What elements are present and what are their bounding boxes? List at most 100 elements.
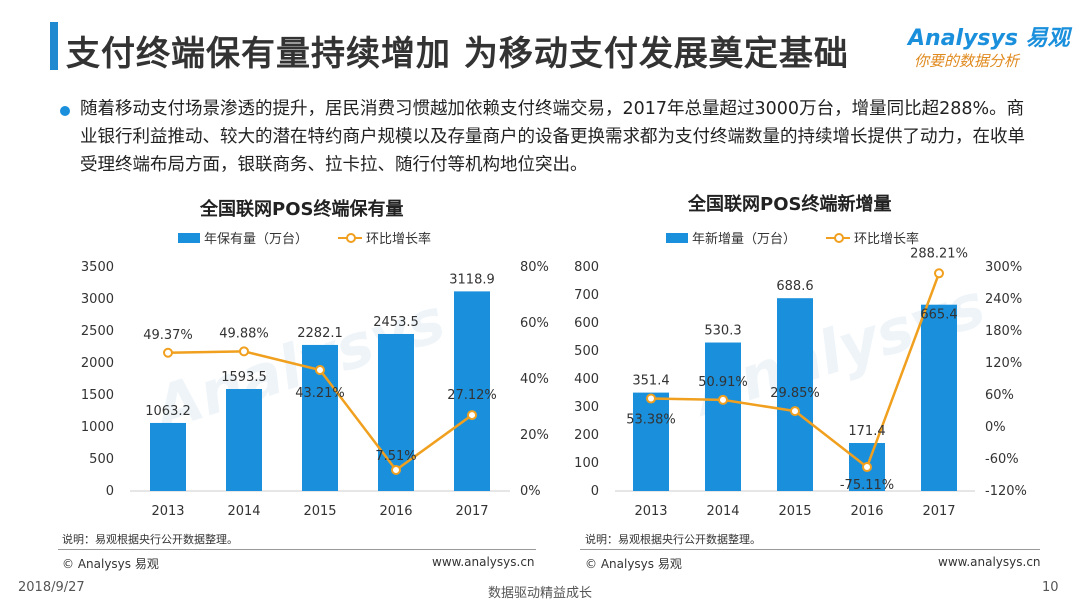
bar-value-label: 530.3 (704, 324, 741, 339)
chart2-website: www.analysys.cn (938, 555, 1041, 569)
bar-value-label: 688.6 (776, 279, 813, 294)
page-number: 10 (1042, 580, 1059, 595)
analysys-logo: Analysys 易观 你要的数据分析 (908, 20, 1070, 76)
y2-tick-label: 60% (520, 316, 549, 331)
y2-tick-label: -60% (985, 452, 1019, 467)
chart2-legend-line-label: 环比增长率 (854, 232, 920, 247)
x-tick-label: 2017 (922, 504, 955, 519)
bar-value-label: 1593.5 (221, 370, 267, 385)
chart1-copyright: © Analysys 易观 (62, 557, 159, 571)
line-value-label: 53.38% (626, 413, 676, 428)
chart2-legend: 年新增量（万台） 环比增长率 (666, 228, 919, 247)
logo-brand: Analysys 易观 (908, 26, 1070, 51)
chart2-legend-bar-label: 年新增量（万台） (692, 232, 797, 247)
y2-tick-label: 120% (985, 356, 1022, 371)
line-value-label: 49.88% (219, 326, 269, 341)
chart2-divider (580, 549, 1040, 550)
y-tick-label: 800 (574, 260, 599, 275)
y2-tick-label: 60% (985, 388, 1014, 403)
bar-value-label: 351.4 (632, 374, 669, 389)
x-tick-label: 2017 (455, 504, 488, 519)
legend-line-swatch (826, 232, 851, 243)
y-tick-label: 600 (574, 316, 599, 331)
legend-bar-swatch (178, 232, 200, 243)
line-point (862, 462, 872, 473)
line-value-label: 7.51% (375, 449, 416, 464)
line-point (239, 346, 249, 357)
chart1-note: 说明：易观根据央行公开数据整理。 (62, 533, 238, 546)
line-point (718, 394, 728, 405)
x-tick-label: 2014 (706, 504, 739, 519)
y-tick-label: 200 (574, 428, 599, 443)
y-tick-label: 700 (574, 288, 599, 303)
y2-tick-label: 20% (520, 428, 549, 443)
line-point (315, 365, 325, 376)
bar (150, 422, 186, 491)
y-tick-label: 0 (106, 484, 114, 499)
y-tick-label: 500 (574, 344, 599, 359)
chart1-svg: 0 500 1000 1500 2000 2500 3000 3500 0% 20% 40% 60% 8… (81, 260, 549, 519)
chart2-copyright: © Analysys 易观 (585, 557, 682, 571)
chart1-divider (58, 549, 536, 550)
bar-value-label: 2282.1 (297, 326, 343, 341)
y2-tick-label: 0% (985, 420, 1006, 435)
line-point (391, 464, 401, 475)
bar (454, 291, 490, 491)
chart1-website: www.analysys.cn (432, 555, 535, 569)
y-tick-label: 2500 (81, 324, 114, 339)
bar (378, 333, 414, 491)
y-tick-label: 3000 (81, 292, 114, 307)
y-tick-label: 1000 (81, 420, 114, 435)
x-tick-label: 2015 (303, 504, 336, 519)
x-tick-label: 2016 (850, 504, 883, 519)
bar (921, 304, 957, 491)
y2-tick-label: 80% (520, 260, 549, 275)
summary-paragraph: 随着移动支付场景渗透的提升，居民消费习惯越加依赖支付终端交易，2017年总量超过… (80, 99, 1025, 175)
y-tick-label: 1500 (81, 388, 114, 403)
page-title: 支付终端保有量持续增加 为移动支付发展奠定基础 (66, 34, 849, 74)
y2-tick-label: 240% (985, 292, 1022, 307)
y-tick-label: 2000 (81, 356, 114, 371)
line-point (467, 410, 477, 421)
chart1-legend: 年保有量（万台） 环比增长率 (178, 228, 431, 247)
bar-value-label: 171.4 (848, 424, 885, 439)
chart1-title: 全国联网POS终端保有量 (200, 199, 404, 220)
title-accent-bar (50, 22, 58, 70)
y2-tick-label: 300% (985, 260, 1022, 275)
chart2-svg: 0 100 200 300 400 500 600 700 800 -120% -60% 0% 60% 1… (574, 246, 1027, 519)
bar-value-label: 3118.9 (449, 272, 495, 287)
y2-tick-label: 180% (985, 324, 1022, 339)
chart2-title: 全国联网POS终端新增量 (688, 194, 892, 215)
x-tick-label: 2013 (634, 504, 667, 519)
x-tick-label: 2015 (778, 504, 811, 519)
line-point (934, 268, 944, 279)
y-tick-label: 500 (89, 452, 114, 467)
chart1-legend-line-label: 环比增长率 (366, 232, 432, 247)
footer-date: 2018/9/27 (18, 580, 85, 595)
chart2-note: 说明：易观根据央行公开数据整理。 (585, 533, 761, 546)
line-point (646, 393, 656, 404)
x-tick-label: 2016 (379, 504, 412, 519)
line-value-label: 50.91% (698, 375, 748, 390)
bullet-dot-icon (60, 106, 70, 116)
line-point (790, 406, 800, 417)
legend-line-swatch (338, 232, 363, 243)
bar (705, 342, 741, 491)
line-point (163, 347, 173, 358)
y-tick-label: 3500 (81, 260, 114, 275)
y2-tick-label: 40% (520, 372, 549, 387)
line-value-label: 27.12% (447, 388, 497, 403)
y-tick-label: 0 (591, 484, 599, 499)
y2-tick-label: 0% (520, 484, 541, 499)
legend-bar-swatch (666, 232, 688, 243)
bar (633, 392, 669, 491)
line-value-label: 43.21% (295, 386, 345, 401)
footer-slogan: 数据驱动精益成长 (487, 586, 592, 601)
y-tick-label: 400 (574, 372, 599, 387)
chart1-legend-bar-label: 年保有量（万台） (204, 232, 309, 247)
bar (226, 389, 262, 491)
x-tick-label: 2013 (151, 504, 184, 519)
x-tick-label: 2014 (227, 504, 260, 519)
y2-tick-label: -120% (985, 484, 1027, 499)
line-value-label: 288.21% (910, 246, 968, 261)
